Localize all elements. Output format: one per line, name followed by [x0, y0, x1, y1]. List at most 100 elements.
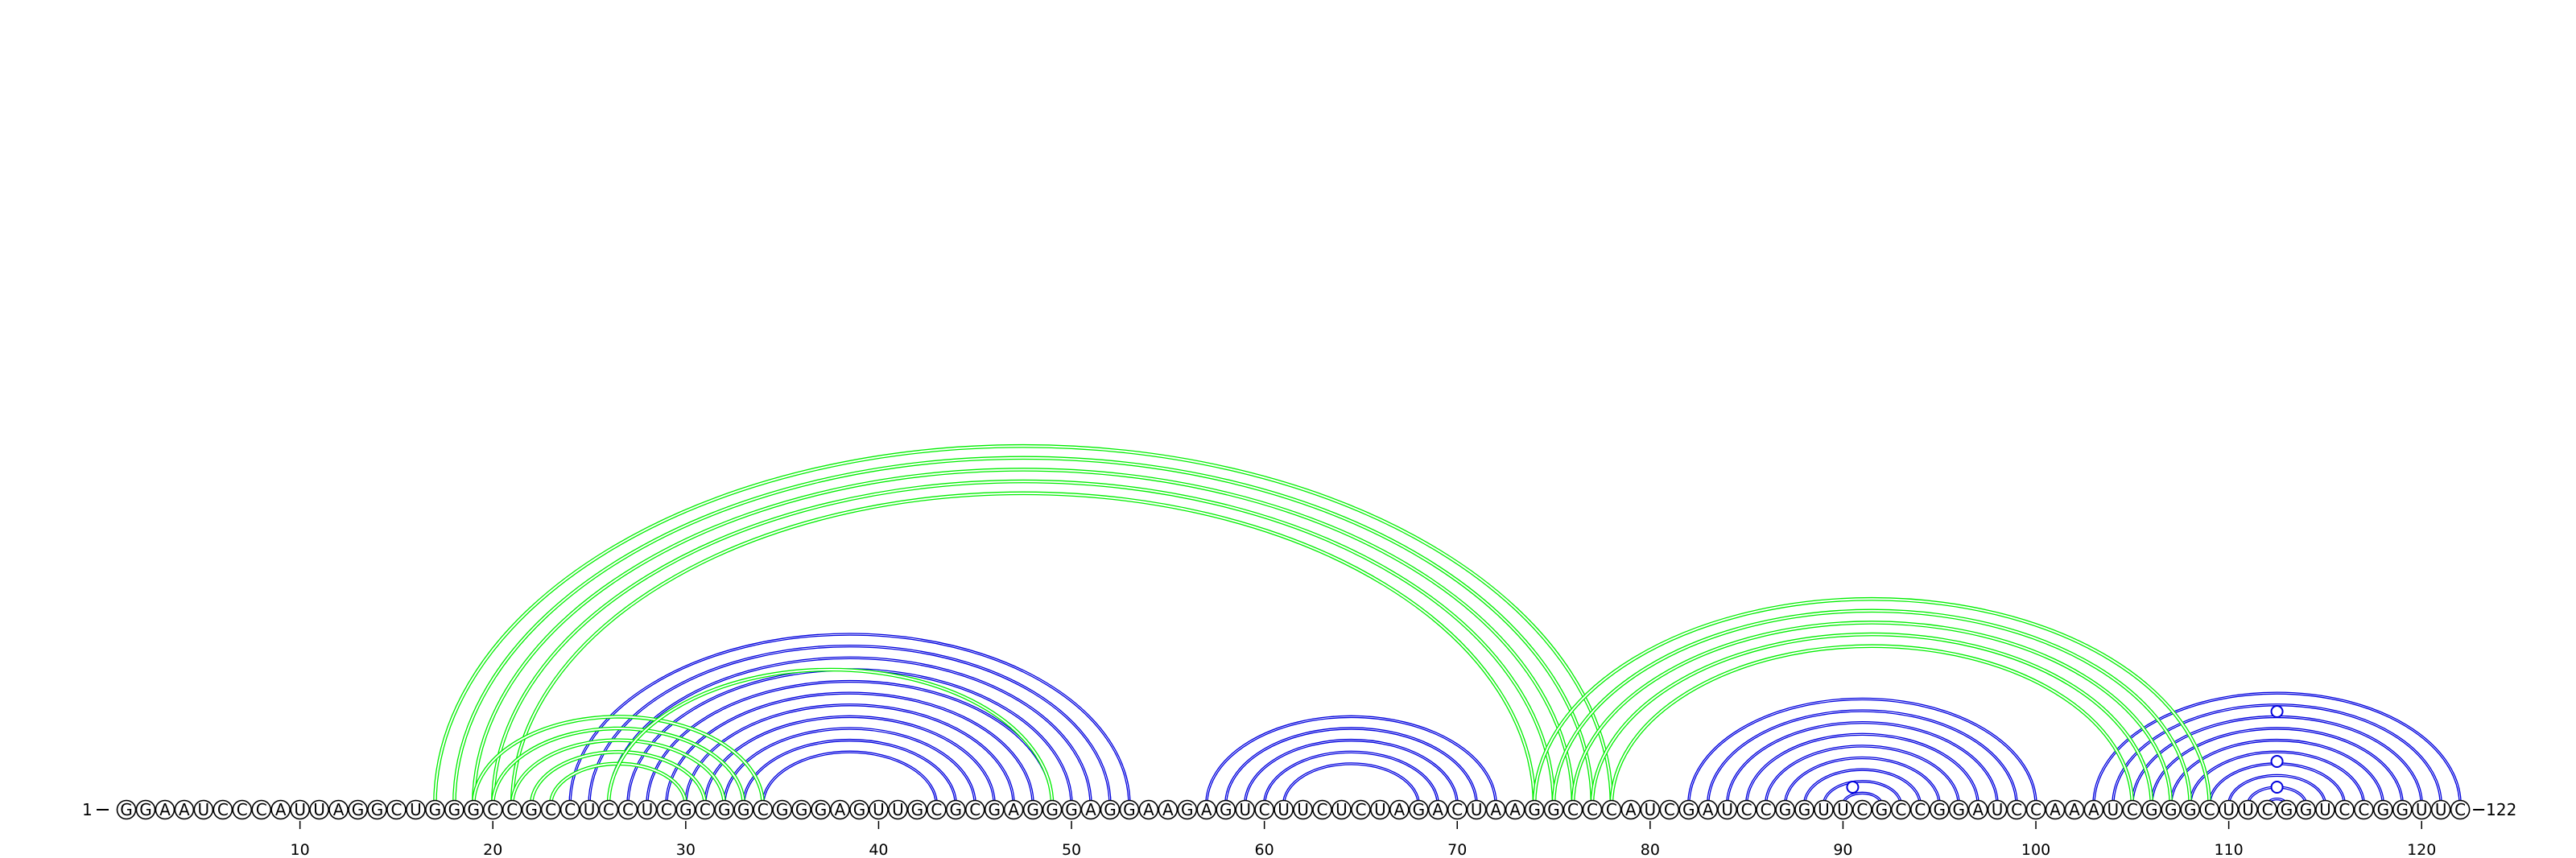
nucleotide-letter: A [1509, 800, 1521, 819]
nucleotide-letter: A [2050, 800, 2061, 819]
nucleotide-letter: U [294, 800, 306, 819]
nucleotide: G [367, 799, 387, 820]
nucleotide: C [1351, 799, 1371, 820]
position-marker [2270, 705, 2284, 718]
nucleotide: U [888, 799, 908, 820]
nucleotide-letter: G [371, 800, 384, 819]
nucleotide-letter: C [2011, 800, 2022, 819]
green-arc [452, 456, 1595, 806]
blue-arc [1224, 727, 1478, 806]
nucleotide-letter: G [737, 800, 750, 819]
nucleotide: C [753, 799, 773, 820]
nucleotide: U [869, 799, 889, 820]
nucleotide-letter: U [1721, 800, 1733, 819]
nucleotide: G [1794, 799, 1814, 820]
nucleotide-letter: C [2204, 800, 2215, 819]
nucleotide: G [811, 799, 831, 820]
tick-label: 120 [2407, 841, 2436, 858]
nucleotide: A [2083, 799, 2104, 820]
nucleotide: G [135, 799, 156, 820]
nucleotide-letter: A [159, 800, 171, 819]
nucleotide-letter: C [545, 800, 556, 819]
nucleotide-letter: U [1645, 800, 1657, 819]
nucleotide: C [1756, 799, 1776, 820]
nucleotide-letter: U [1297, 800, 1309, 819]
nucleotide-letter: C [758, 800, 769, 819]
nucleotide: G [1872, 799, 1892, 820]
blue-arc [1707, 709, 2018, 806]
green-arc [510, 738, 727, 806]
nucleotide: A [1427, 799, 1448, 820]
nucleotide: U [1640, 799, 1661, 820]
nucleotide-letter: G [1682, 800, 1695, 819]
nucleotide-letter: G [718, 800, 731, 819]
nucleotide-letter: G [2377, 800, 2390, 819]
nucleotide-letter: U [642, 800, 654, 819]
nucleotide: G [945, 799, 966, 820]
nucleotide-letter: G [2396, 800, 2409, 819]
nucleotide: U [406, 799, 426, 820]
green-arc [606, 667, 1055, 806]
blue-arc [2112, 703, 2442, 806]
nucleotide-letter: U [198, 800, 210, 819]
nucleotide-letter: U [410, 800, 422, 819]
nucleotide: U [2219, 799, 2239, 820]
tick-label: 30 [676, 841, 696, 858]
nucleotide-letter: C [1914, 800, 1926, 819]
nucleotide-letter: A [1432, 800, 1443, 819]
nucleotide-letter: G [2165, 800, 2178, 819]
nucleotide-letter: C [390, 800, 402, 819]
nucleotide-letter: G [679, 800, 692, 819]
nucleotide: A [1158, 799, 1179, 820]
nucleotide: G [907, 799, 927, 820]
nucleotide: G [1678, 799, 1699, 820]
blue-arc [1243, 738, 1459, 806]
nucleotide: C [2006, 799, 2027, 820]
nucleotide: U [1466, 799, 1487, 820]
nucleotide-letter: U [1278, 800, 1290, 819]
blue-arc [1262, 750, 1439, 806]
tick-label: 90 [1833, 841, 1852, 858]
nucleotide: A [174, 799, 195, 820]
nucleotide: U [579, 799, 600, 820]
nucleotide: U [1235, 799, 1255, 820]
nucleotide: C [2354, 799, 2374, 820]
nucleotide: C [1254, 799, 1274, 820]
nucleotide: C [1447, 799, 1468, 820]
nucleotide: U [2103, 799, 2124, 820]
nucleotide: A [1620, 799, 1641, 820]
nucleotide: G [984, 799, 1005, 820]
nucleotide: G [2180, 799, 2201, 820]
blue-arc [2189, 750, 2366, 806]
nucleotide-letter: G [1220, 800, 1232, 819]
nucleotide-letter: U [1374, 800, 1386, 819]
nucleotide-letter: U [2319, 800, 2331, 819]
blue-arc [607, 656, 1092, 806]
tick-label: 110 [2215, 841, 2244, 858]
blue-arc [2092, 691, 2462, 806]
nucleotide: C [964, 799, 985, 820]
nucleotide: A [1967, 799, 1988, 820]
green-arc [1609, 644, 2135, 806]
nucleotide: A [1505, 799, 1525, 820]
nucleotide: C [1852, 799, 1872, 820]
nucleotide: G [1929, 799, 1950, 820]
nucleotide: U [1293, 799, 1313, 820]
blue-arc [1802, 768, 1922, 806]
nucleotide-letter: C [1895, 800, 1906, 819]
nucleotide: U [2430, 799, 2451, 820]
nucleotide-letter: G [2300, 800, 2313, 819]
nucleotide-letter: G [2145, 800, 2158, 819]
nucleotide: G [733, 799, 754, 820]
nucleotide: G [1948, 799, 1969, 820]
blue-arc [568, 633, 1131, 806]
nucleotide-letter: A [1703, 800, 1714, 819]
tick-label: 60 [1255, 841, 1274, 858]
nucleotide-letter: A [1143, 800, 1154, 819]
nucleotide-letter: U [2435, 800, 2447, 819]
nucleotide-letter: U [2223, 800, 2235, 819]
green-arc [1532, 596, 2211, 806]
nucleotide-letter: A [1972, 800, 1984, 819]
nucleotide: C [2257, 799, 2277, 820]
